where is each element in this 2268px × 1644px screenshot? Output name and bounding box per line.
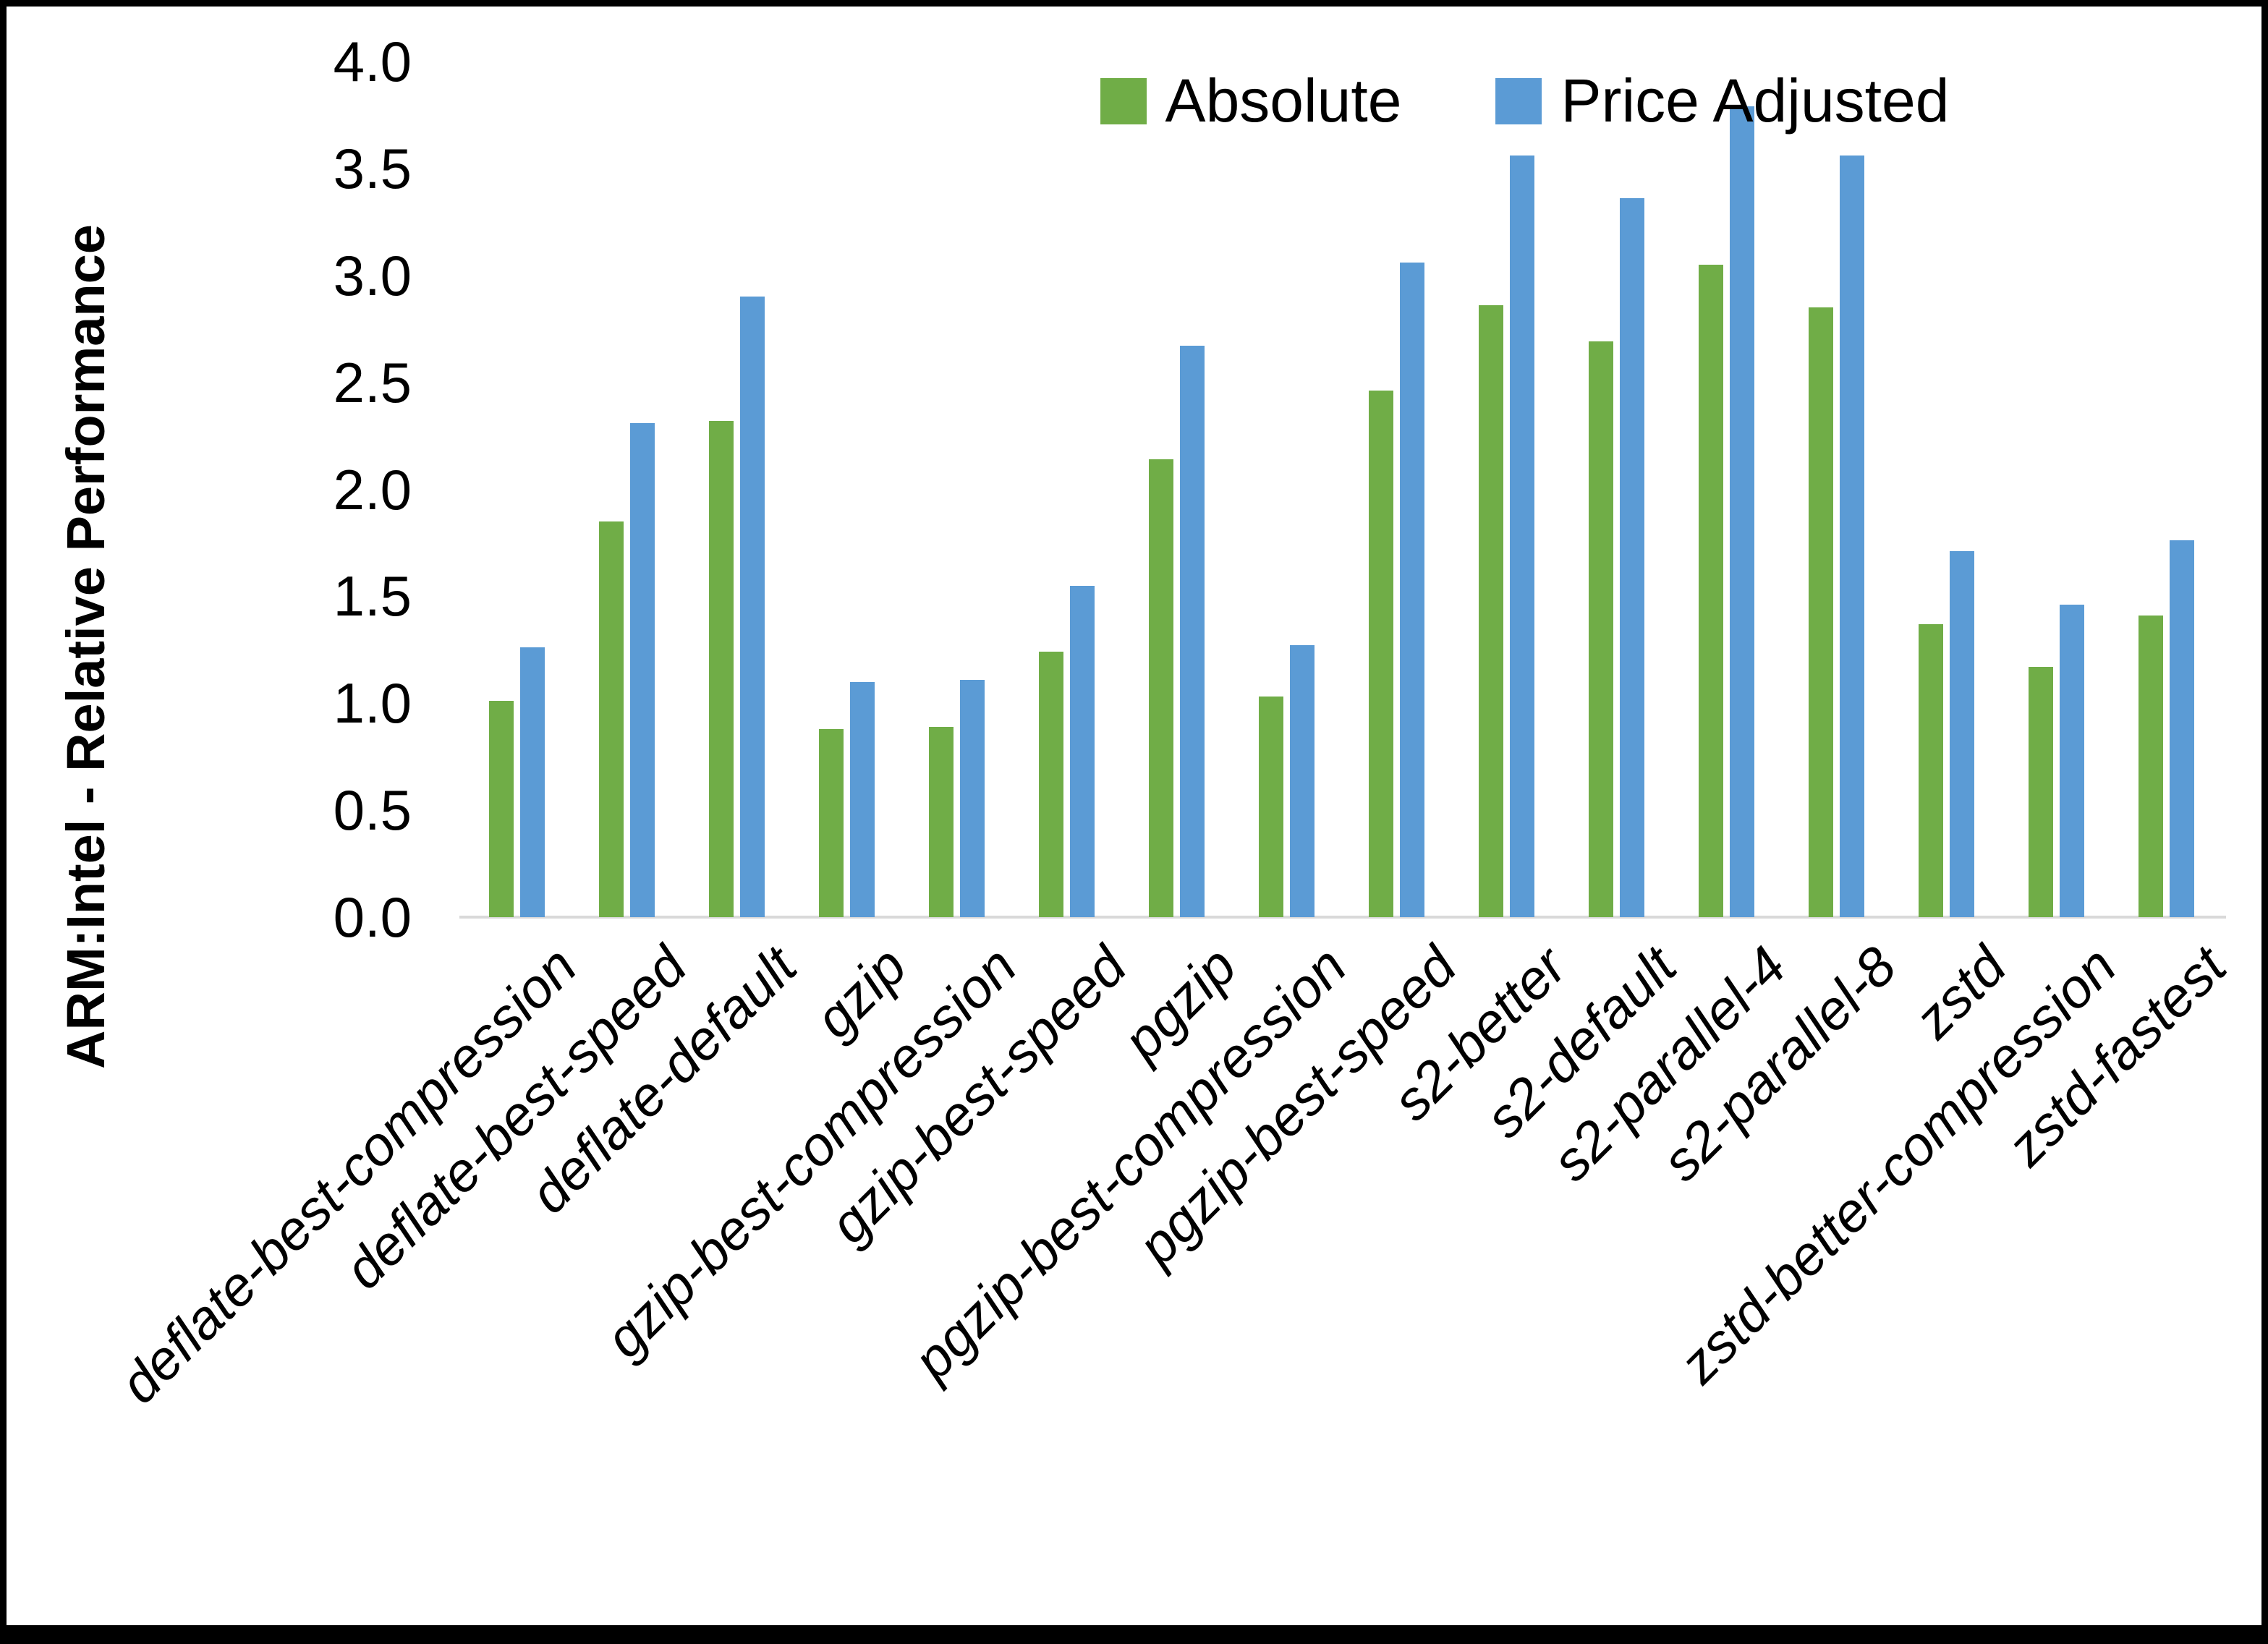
bar-price-adjusted-s2-parallel-8 [1840, 156, 1864, 917]
bar-price-adjusted-pgzip [1180, 346, 1205, 917]
bar-absolute-s2-default [1589, 341, 1613, 917]
bar-absolute-pgzip-best-compression [1259, 697, 1283, 917]
bar-absolute-zstd-fastest [2139, 616, 2163, 917]
y-tick-label: 1.0 [333, 671, 412, 736]
bar-price-adjusted-gzip-best-speed [1070, 586, 1095, 917]
bar-price-adjusted-pgzip-best-speed [1400, 263, 1424, 917]
bar-absolute-gzip-best-speed [1039, 652, 1063, 917]
y-tick-label: 2.5 [333, 350, 412, 414]
bar-price-adjusted-zstd-better-compression [2060, 605, 2084, 917]
bar-price-adjusted-zstd [1950, 551, 1974, 917]
bar-absolute-s2-parallel-8 [1809, 307, 1833, 917]
legend-swatch-icon [1100, 77, 1147, 124]
x-axis-line [459, 916, 2226, 919]
bar-absolute-s2-better [1479, 305, 1503, 917]
bar-absolute-pgzip-best-speed [1369, 391, 1393, 917]
legend-label: Price Adjusted [1560, 67, 1950, 135]
legend-swatch-icon [1495, 77, 1542, 124]
bar-absolute-pgzip [1149, 459, 1173, 917]
bar-price-adjusted-gzip [850, 682, 875, 917]
bar-absolute-gzip [819, 729, 844, 917]
bar-absolute-gzip-best-compression [929, 727, 954, 917]
y-tick-label: 2.0 [333, 457, 412, 521]
bar-absolute-deflate-default [709, 421, 734, 917]
bar-absolute-s2-parallel-4 [1699, 265, 1723, 917]
legend: Absolute Price Adjusted [1100, 66, 1949, 136]
y-tick-label: 0.0 [333, 885, 412, 949]
bar-price-adjusted-gzip-best-compression [960, 680, 985, 917]
bar-absolute-zstd [1919, 624, 1943, 917]
bar-price-adjusted-pgzip-best-compression [1290, 645, 1314, 917]
bar-price-adjusted-deflate-default [740, 297, 765, 917]
y-tick-label: 1.5 [333, 564, 412, 629]
y-tick-label: 0.5 [333, 778, 412, 843]
bar-price-adjusted-s2-parallel-4 [1730, 106, 1754, 917]
bar-price-adjusted-deflate-best-speed [630, 423, 655, 917]
bar-absolute-zstd-better-compression [2029, 667, 2053, 917]
legend-item-absolute: Absolute [1100, 66, 1402, 136]
bar-price-adjusted-zstd-fastest [2170, 540, 2194, 917]
plot-area [459, 61, 2226, 919]
bar-price-adjusted-s2-default [1620, 198, 1644, 917]
bar-absolute-deflate-best-speed [599, 521, 624, 917]
y-tick-label: 4.0 [333, 30, 412, 93]
y-tick-label: 3.0 [333, 243, 412, 307]
legend-item-price-adjusted: Price Adjusted [1495, 66, 1949, 136]
bar-price-adjusted-deflate-best-compression [520, 647, 545, 917]
y-tick-label: 3.5 [333, 136, 412, 200]
legend-label: Absolute [1165, 67, 1402, 135]
bar-absolute-deflate-best-compression [489, 701, 514, 917]
bar-price-adjusted-s2-better [1510, 156, 1534, 917]
y-axis-title: ARM:Intel - Relative Performance [56, 224, 116, 1069]
